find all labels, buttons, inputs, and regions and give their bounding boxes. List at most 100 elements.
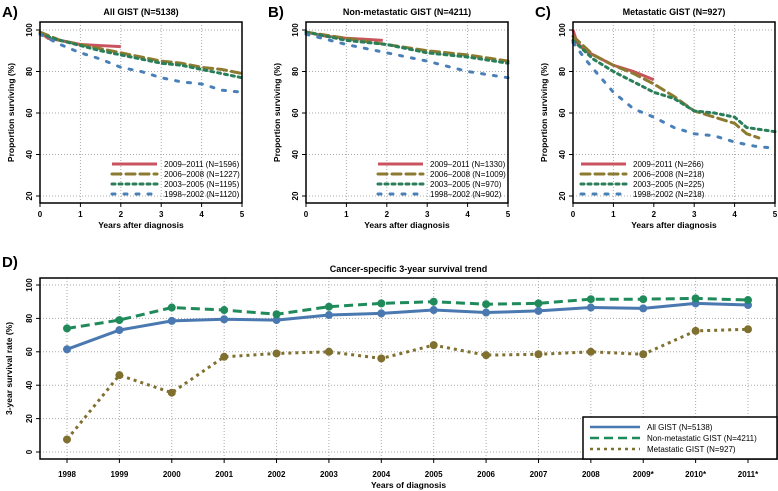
x-tick-label: 1 — [611, 210, 616, 219]
x-tick-label: 0 — [304, 210, 309, 219]
data-point — [429, 306, 438, 315]
x-tick-label: 2 — [119, 210, 124, 219]
x-tick-label: 2009* — [633, 470, 655, 479]
data-point — [482, 351, 491, 360]
legend-label: 2009–2011 (N=1596) — [164, 160, 240, 169]
legend: All GIST (N=5138) Non-metastatic GIST (N=… — [582, 416, 778, 460]
y-tick-label: 20 — [558, 191, 567, 200]
data-point — [639, 295, 648, 304]
x-tick-label: 5 — [773, 210, 778, 219]
survival-curve-2006–2008 — [304, 30, 510, 63]
chart-title: Non-metastatic GIST (N=4211) — [343, 7, 471, 17]
legend-label: 2009–2011 (N=266) — [633, 160, 704, 169]
data-point — [63, 345, 71, 354]
data-point — [220, 352, 229, 361]
x-tick-label: 3 — [159, 210, 164, 219]
y-tick-label: 60 — [25, 347, 34, 356]
x-tick-label: 2007 — [530, 470, 548, 479]
y-tick-label: 40 — [558, 150, 567, 159]
data-point — [377, 354, 386, 363]
data-point — [324, 302, 333, 311]
x-tick-label: 3 — [692, 210, 697, 219]
y-tick-label: 20 — [25, 414, 34, 423]
data-point — [63, 324, 71, 333]
data-point — [272, 310, 281, 319]
y-axis-label: Proportion surviving (%) — [539, 63, 549, 162]
survival-curve-2003–2005 — [571, 38, 777, 134]
x-tick-label: 0 — [571, 210, 576, 219]
data-point — [586, 303, 595, 312]
plot-frame — [39, 21, 243, 204]
data-point — [429, 341, 438, 350]
data-point — [482, 300, 491, 309]
x-tick-label: 1998 — [58, 470, 76, 479]
x-tick-label: 2002 — [268, 470, 286, 479]
x-tick-label: 2011* — [738, 470, 759, 479]
y-axis-label: Proportion surviving (%) — [6, 63, 16, 162]
data-point — [115, 326, 124, 335]
x-tick-label: 2 — [385, 210, 390, 219]
legend-label: 2009–2011 (N=1330) — [430, 160, 506, 169]
y-tick-label: 40 — [291, 150, 300, 159]
data-point — [115, 371, 124, 380]
data-point — [324, 347, 333, 356]
data-point — [429, 297, 438, 306]
x-tick-label: 4 — [732, 210, 737, 219]
data-point — [586, 347, 595, 356]
data-point — [691, 294, 700, 303]
data-point — [482, 308, 491, 317]
panel-label: A) — [2, 4, 18, 21]
x-tick-label: 2000 — [163, 470, 181, 479]
data-point — [586, 295, 595, 304]
x-axis-label: Years of diagnosis — [371, 480, 446, 490]
x-tick-label: 1999 — [110, 470, 128, 479]
legend-label: Metastatic GIST (N=927) — [647, 445, 736, 454]
legend-box — [582, 416, 778, 460]
data-point — [115, 316, 124, 325]
panel-label: D) — [2, 254, 18, 271]
data-point — [377, 309, 386, 318]
x-tick-label: 2004 — [372, 470, 390, 479]
y-tick-label: 60 — [25, 108, 34, 117]
legend-label: 1998–2002 (N=1120) — [164, 190, 240, 199]
y-tick-label: 0 — [25, 449, 34, 454]
x-tick-label: 2001 — [215, 470, 233, 479]
y-tick-label: 60 — [291, 108, 300, 117]
legend-label: 2006–2008 (N=218) — [633, 170, 705, 179]
panel-a: A) All GIST (N=5138) 20 40 60 80 100 0 1 2 3 4 5 Year… — [2, 4, 245, 230]
data-point — [324, 311, 333, 320]
data-point — [744, 296, 752, 305]
chart-title: Cancer-specific 3-year survival trend — [330, 264, 488, 274]
y-tick-label: 60 — [558, 108, 567, 117]
y-tick-label: 100 — [558, 23, 567, 37]
panel-b: B) Non-metastatic GIST (N=4211)2040608010… — [268, 4, 511, 230]
survival-curve-1998–2002 — [38, 32, 244, 94]
y-tick-label: 100 — [25, 23, 34, 37]
x-tick-label: 3 — [425, 210, 430, 219]
x-tick-label: 2005 — [425, 470, 443, 479]
panel-label: C) — [535, 4, 551, 21]
legend-label: All GIST (N=5138) — [647, 423, 713, 432]
trend-line-1 — [66, 296, 749, 330]
survival-curve-2003–2005 — [304, 30, 510, 65]
data-point — [63, 435, 71, 444]
x-tick-label: 2010* — [685, 470, 707, 479]
data-point — [377, 299, 386, 308]
y-tick-label: 80 — [291, 67, 300, 76]
y-tick-label: 100 — [291, 23, 300, 37]
x-tick-label: 5 — [240, 210, 245, 219]
trend-line-0 — [66, 301, 749, 351]
survival-curve-1998–2002 — [571, 40, 777, 150]
y-tick-label: 40 — [25, 150, 34, 159]
legend-label: 2006–2008 (N=1227) — [164, 170, 240, 179]
y-tick-label: 20 — [25, 191, 34, 200]
data-point — [220, 306, 229, 315]
survival-curve-1998–2002 — [304, 32, 510, 80]
legend-label: 2006–2008 (N=1009) — [430, 170, 506, 179]
legend-label: 2003–2005 (N=970) — [430, 180, 502, 189]
panel-c: C) Metastatic GIST (N=927) 20 40 60 80 100 0 1 2 3… — [535, 4, 778, 230]
data-point — [167, 303, 176, 312]
data-point — [639, 304, 648, 313]
y-tick-label: 80 — [25, 313, 34, 322]
